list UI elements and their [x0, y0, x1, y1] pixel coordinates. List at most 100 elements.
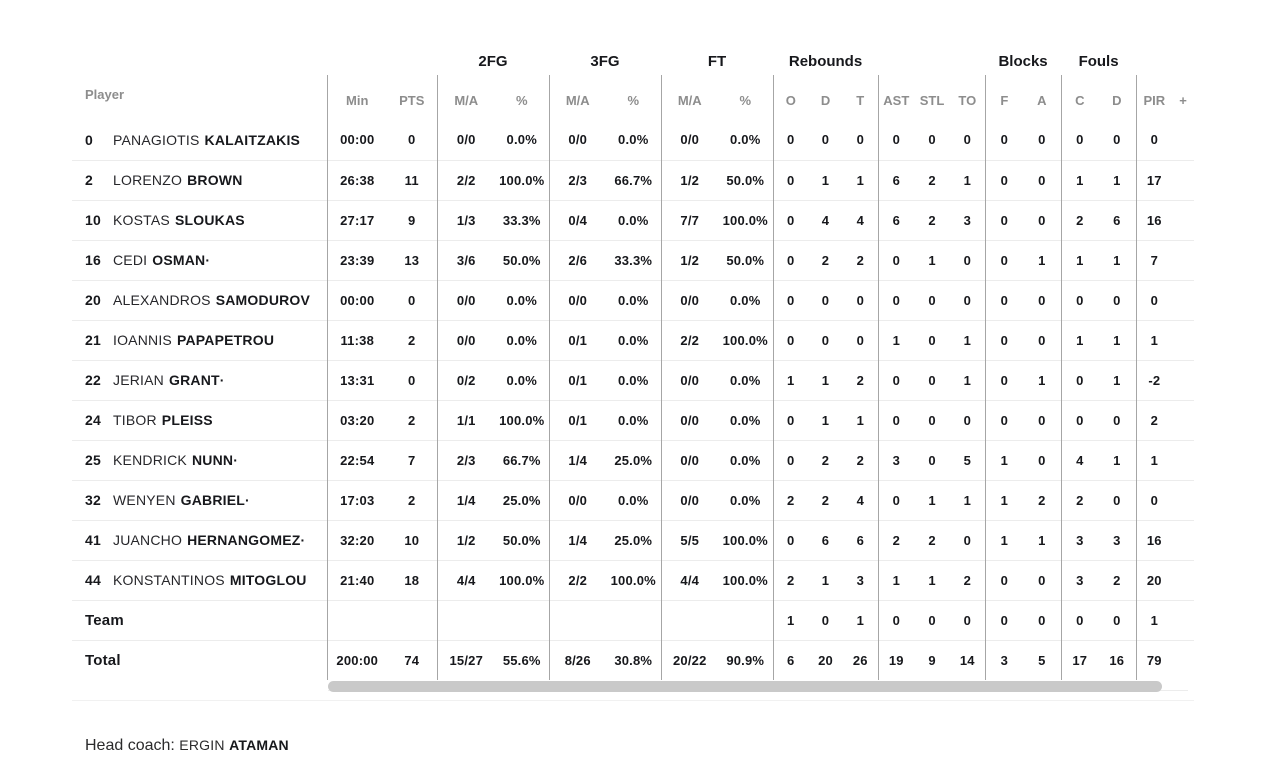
col-header-reb-t: T — [856, 93, 865, 108]
player-row: 24 TIBOR PLEISS 03:20 2 1/1 100.0% 0/1 0.0% 0/0 0.… — [72, 400, 1195, 440]
player-number: 16 — [85, 252, 101, 268]
to-cell: 0 — [963, 292, 972, 308]
to-cell: 1 — [963, 492, 972, 508]
reb-t-cell: 6 — [856, 532, 864, 548]
ft-ma-cell: 5/5 — [660, 520, 718, 560]
foul-d-cell: 0 — [1113, 492, 1121, 508]
pts-cell — [387, 600, 437, 640]
reb-d-cell: 1 — [821, 172, 830, 188]
2fg-pct-cell: 50.0% — [502, 532, 541, 548]
col-header-2fg-ma: M/A — [436, 75, 495, 120]
player-name-cell: 25 KENDRICK NUNN· — [72, 440, 327, 480]
blk-f-cell: 1 — [984, 520, 1024, 560]
pts-cell: 2 — [408, 492, 416, 508]
boxscore-table: Player 2FG 3FG FT Rebounds Blocks Fouls … — [72, 48, 1195, 680]
3fg-ma-cell: 1/4 — [548, 520, 606, 560]
stl-cell: 2 — [928, 172, 936, 188]
reb-o-cell: 0 — [772, 200, 809, 240]
ft-ma-cell: 2/2 — [660, 320, 718, 360]
ast-cell: 0 — [877, 600, 915, 640]
3fg-pct-cell — [606, 600, 661, 640]
3fg-ma-cell: 2/2 — [548, 560, 606, 600]
blk-a-cell: 0 — [1038, 412, 1046, 428]
row-label-cell: Team — [72, 600, 327, 640]
player-last-name: PLEISS — [161, 412, 213, 428]
reb-t-cell: 26 — [852, 652, 868, 668]
foul-c-cell: 0 — [1060, 120, 1099, 160]
reb-o-cell: 2 — [772, 560, 809, 600]
pir-cell: 0 — [1135, 480, 1173, 520]
player-number: 22 — [85, 372, 101, 388]
to-cell: 3 — [963, 212, 972, 228]
col-header-foul-d: D — [1112, 93, 1122, 108]
ft-ma-cell: 1/2 — [660, 240, 718, 280]
player-last-name: KALAITZAKIS — [204, 131, 301, 148]
reb-t-cell: 2 — [856, 452, 864, 468]
player-number: 2 — [85, 172, 93, 188]
reb-o-cell: 0 — [772, 400, 809, 440]
2fg-ma-cell: 2/2 — [436, 160, 495, 200]
stl-cell: 0 — [928, 612, 936, 628]
reb-t-cell: 3 — [856, 572, 864, 588]
foul-c-cell: 2 — [1060, 480, 1099, 520]
ft-ma-cell: 7/7 — [660, 200, 718, 240]
3fg-ma-cell: 2/6 — [548, 240, 606, 280]
player-name-cell: 32 WENYEN GABRIEL· — [72, 480, 327, 520]
pir-cell: 1 — [1135, 320, 1173, 360]
foul-c-cell: 17 — [1060, 640, 1099, 680]
reb-d-cell: 2 — [821, 492, 830, 508]
player-name-cell: 2 LORENZO BROWN — [72, 160, 327, 200]
horizontal-scrollbar-thumb[interactable] — [328, 681, 1162, 692]
blk-f-cell: 0 — [984, 200, 1024, 240]
ft-pct-cell: 50.0% — [726, 252, 765, 268]
3fg-ma-cell: 8/26 — [548, 640, 606, 680]
col-header-3fg-pct: % — [627, 93, 640, 108]
group-blocks: Blocks — [998, 53, 1048, 70]
reb-o-cell: 2 — [772, 480, 809, 520]
2fg-pct-cell: 0.0% — [506, 132, 537, 148]
blk-f-cell: 0 — [984, 400, 1024, 440]
reb-d-cell: 0 — [821, 612, 830, 628]
ast-cell: 6 — [877, 160, 915, 200]
pts-cell: 0 — [408, 132, 416, 148]
blk-a-cell: 5 — [1038, 652, 1046, 668]
col-header-ast: AST — [877, 75, 915, 120]
player-name-cell: 24 TIBOR PLEISS — [72, 400, 327, 440]
pts-cell: 9 — [408, 212, 416, 228]
to-cell: 0 — [963, 532, 972, 548]
to-cell: 2 — [963, 572, 972, 588]
blk-f-cell: 3 — [984, 640, 1024, 680]
team-row: Team 1 0 1 0 0 0 0 0 0 0 1 — [72, 600, 1195, 640]
pir-cell: 16 — [1135, 200, 1173, 240]
min-cell: 200:00 — [326, 640, 387, 680]
reb-o-cell: 0 — [772, 440, 809, 480]
group-2fg: 2FG — [478, 53, 508, 70]
blk-f-cell: 0 — [984, 600, 1024, 640]
player-last-name: GRANT· — [169, 372, 225, 388]
foul-c-cell: 2 — [1060, 200, 1099, 240]
ast-cell: 1 — [877, 560, 915, 600]
to-cell: 14 — [959, 652, 975, 668]
2fg-pct-cell: 25.0% — [502, 492, 541, 508]
reb-d-cell: 2 — [821, 252, 830, 268]
player-first-name: LORENZO — [113, 172, 183, 188]
to-cell: 0 — [963, 252, 972, 268]
foul-c-cell: 3 — [1060, 520, 1099, 560]
player-number: 41 — [85, 532, 101, 548]
total-row: Total 200:00 74 15/27 55.6% 8/26 30.8% 20/22 90.… — [72, 640, 1194, 680]
player-last-name: MITOGLOU — [229, 572, 307, 588]
player-row: 44 KONSTANTINOS MITOGLOU 21:40 18 4/4 100.0% 2/… — [72, 560, 1195, 600]
player-first-name: PANAGIOTIS — [113, 131, 200, 148]
foul-d-cell: 1 — [1113, 172, 1121, 188]
plus-cell — [1172, 280, 1194, 320]
foul-d-cell: 1 — [1113, 252, 1121, 268]
blk-f-cell: 0 — [984, 160, 1024, 200]
player-name-cell: 20 ALEXANDROS SAMODUROV — [72, 280, 327, 320]
head-coach-first-name: ERGIN — [179, 737, 225, 753]
2fg-ma-cell — [436, 600, 495, 640]
pir-cell: 1 — [1135, 600, 1173, 640]
3fg-pct-cell: 25.0% — [614, 532, 653, 548]
stl-cell: 9 — [928, 652, 936, 668]
ft-ma-cell: 1/2 — [660, 160, 718, 200]
player-first-name: IOANNIS — [113, 332, 172, 348]
